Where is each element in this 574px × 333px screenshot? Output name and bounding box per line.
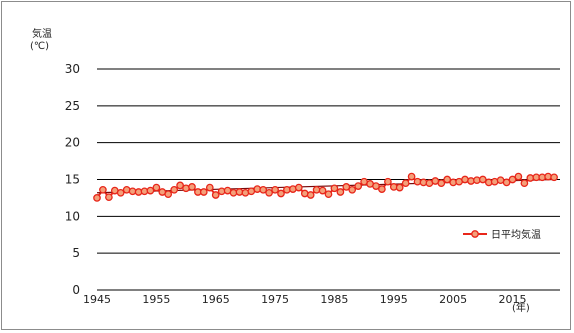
y-tick-label: 5	[72, 246, 80, 260]
data-point	[330, 184, 339, 193]
y-axis-unit: (℃)	[30, 41, 49, 52]
y-tick-label: 10	[65, 209, 80, 223]
data-point	[105, 193, 113, 202]
data-point	[277, 189, 285, 198]
data-point	[306, 191, 315, 199]
data-point	[99, 185, 107, 194]
x-tick-label: 1995	[380, 293, 408, 306]
data-point	[401, 179, 410, 188]
data-point	[437, 179, 446, 188]
data-point	[354, 182, 363, 190]
data-point	[550, 173, 558, 182]
data-point	[372, 182, 380, 190]
data-point	[520, 179, 529, 188]
x-tick-label: 1965	[202, 293, 230, 306]
data-point	[348, 185, 357, 194]
y-tick-label: 0	[72, 283, 80, 297]
legend-label: 日平均気温	[491, 228, 541, 241]
data-point	[514, 172, 523, 181]
x-tick-label: 1985	[320, 293, 348, 306]
y-tick-label: 30	[65, 62, 80, 76]
data-point	[443, 175, 452, 184]
data-point	[182, 184, 190, 193]
x-tick-label: 2015	[499, 293, 527, 306]
data-point	[152, 183, 161, 192]
data-point	[176, 181, 184, 190]
x-tick-label: 1945	[83, 293, 111, 306]
data-point	[342, 183, 351, 191]
y-tick-label: 20	[65, 136, 80, 150]
y-tick-label: 15	[65, 173, 80, 187]
data-point	[478, 175, 487, 184]
data-point	[407, 172, 416, 181]
data-point	[324, 190, 333, 199]
legend: 日平均気温	[463, 228, 541, 241]
data-point	[188, 183, 196, 191]
data-point	[199, 188, 208, 196]
data-point	[211, 191, 220, 199]
y-tick-label: 25	[65, 99, 80, 113]
x-axis-unit: (年)	[512, 301, 530, 314]
data-point	[259, 185, 268, 194]
y-axis-label: 気温	[32, 27, 52, 40]
data-point	[170, 185, 179, 194]
y-tick-labels: 0 5 10 15 20 25 30	[65, 62, 80, 297]
data-point	[265, 188, 273, 197]
x-tick-label: 2005	[439, 293, 467, 306]
data-point	[395, 183, 404, 192]
data-point	[294, 183, 303, 192]
data-point	[336, 188, 345, 196]
data-point	[205, 183, 214, 192]
x-tick-label: 1955	[142, 293, 170, 306]
data-point	[271, 185, 279, 194]
data-point	[378, 185, 386, 193]
data-point	[93, 194, 101, 202]
series-markers	[93, 172, 558, 202]
data-point	[508, 175, 517, 184]
data-point	[116, 188, 125, 197]
data-point	[146, 186, 155, 195]
data-point	[384, 177, 392, 186]
data-point	[502, 178, 511, 187]
temperature-chart: 気温 (℃) (年) 0 5 10 15 20 25 30 1945 1955 1965 1975…	[30, 27, 560, 314]
data-point	[318, 186, 327, 195]
x-tick-label: 1975	[261, 293, 289, 306]
legend-marker-sample	[471, 230, 479, 238]
data-point	[164, 190, 173, 199]
x-tick-labels: 1945 1955 1965 1975 1985 1995 2005 2015	[83, 293, 527, 306]
